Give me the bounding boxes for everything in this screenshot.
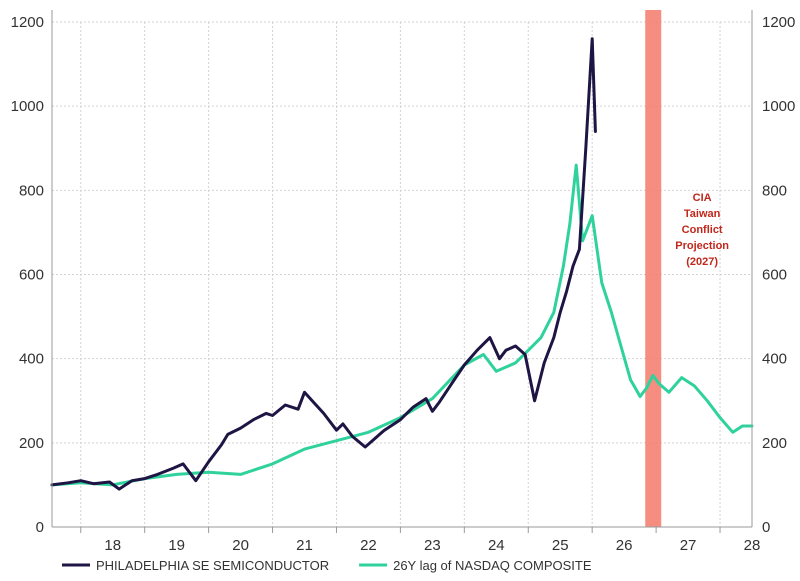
annotation: CIA Taiwan Conflict Projection (2027) — [675, 192, 729, 268]
conflict-projection-band — [645, 10, 662, 527]
x-tick-label: 18 — [104, 537, 121, 554]
annotation-line: (2027) — [686, 256, 718, 268]
x-tick-label: 22 — [360, 537, 377, 554]
nasdaq-lag-series-line — [50, 163, 754, 487]
left-y-tick-label: 200 — [19, 435, 44, 452]
x-tick-label: 28 — [744, 537, 761, 554]
shaded-band-layer — [645, 10, 662, 527]
right-y-tick-label: 400 — [762, 351, 787, 368]
sox-legend-label: PHILADELPHIA SE SEMICONDUCTOR — [96, 558, 329, 573]
annotation-line: CIA — [693, 192, 712, 204]
x-tick-label: 26 — [616, 537, 633, 554]
x-tick-label: 27 — [680, 537, 697, 554]
axis-layer — [51, 10, 753, 533]
legend: PHILADELPHIA SE SEMICONDUCTOR 26Y lag of … — [62, 558, 592, 573]
left-y-tick-label: 1000 — [11, 98, 44, 115]
x-tick-label: 23 — [424, 537, 441, 554]
x-tick-label: 25 — [552, 537, 569, 554]
right-y-axis: 0 200 400 600 800 1000 1200 — [762, 14, 795, 536]
right-y-tick-label: 600 — [762, 267, 787, 284]
annotation-line: Taiwan — [684, 208, 721, 220]
annotation-line: Projection — [675, 240, 729, 252]
semiconductor-series-line — [50, 37, 597, 491]
left-y-tick-label: 600 — [19, 267, 44, 284]
x-tick-label: 24 — [488, 537, 505, 554]
x-tick-label: 20 — [232, 537, 249, 554]
right-y-tick-label: 1000 — [762, 98, 795, 115]
x-tick-label: 21 — [296, 537, 313, 554]
left-y-tick-label: 800 — [19, 182, 44, 199]
right-y-tick-label: 200 — [762, 435, 787, 452]
left-y-tick-label: 0 — [36, 519, 44, 536]
x-axis: 18 19 20 21 22 23 24 25 26 27 28 — [104, 537, 760, 554]
nasdaq-legend-label: 26Y lag of NASDAQ COMPOSITE — [393, 558, 592, 573]
series-layer — [50, 37, 754, 491]
left-y-axis: 0 200 400 600 800 1000 1200 — [11, 14, 44, 536]
right-y-tick-label: 800 — [762, 182, 787, 199]
right-y-tick-label: 0 — [762, 519, 770, 536]
left-y-tick-label: 1200 — [11, 14, 44, 31]
left-y-tick-label: 400 — [19, 351, 44, 368]
right-y-tick-label: 1200 — [762, 14, 795, 31]
x-tick-label: 19 — [168, 537, 185, 554]
annotation-line: Conflict — [682, 224, 723, 236]
